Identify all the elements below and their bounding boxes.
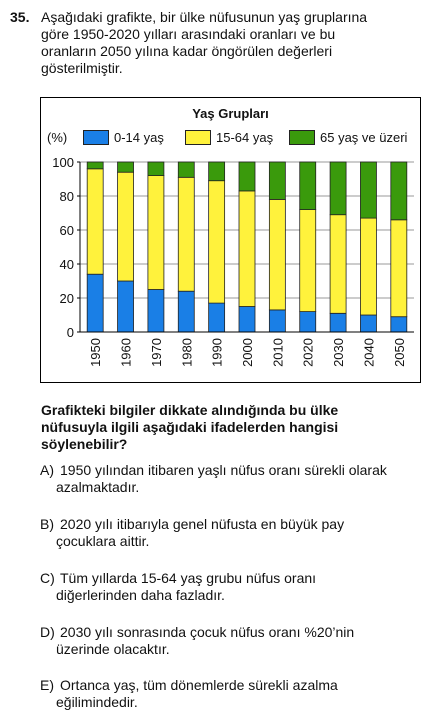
option-b[interactable]: B) 2020 yılı itibarıyla genel nüfusta en … (40, 516, 430, 550)
x-tick-label: 2030 (331, 338, 346, 367)
bar-segment-15-64 (299, 209, 317, 312)
option-text: azalmaktadır. (56, 479, 140, 495)
legend-swatch-65-plus (289, 130, 315, 145)
bar-segment-15-64 (238, 190, 256, 307)
bar-segment-15-64 (208, 180, 226, 304)
option-text: 2030 yılı sonrasında çocuk nüfus oranı %… (60, 624, 355, 640)
option-letter: C) (40, 570, 55, 586)
option-d[interactable]: D) 2030 yılı sonrasında çocuk nüfus oranı… (40, 624, 430, 658)
x-tick-label: 2010 (270, 338, 285, 367)
y-tick-label: 20 (60, 291, 74, 306)
option-text: 1950 yılından itibaren yaşlı nüfus oranı… (60, 462, 387, 478)
legend-label-15-64: 15-64 yaş (216, 130, 274, 145)
x-tick-label: 2050 (392, 338, 407, 367)
legend-swatch-0-14 (83, 130, 109, 145)
bar-segment-65-plus (177, 161, 195, 178)
bar-segment-15-64 (360, 217, 377, 316)
x-tick-label: 2020 (301, 338, 316, 367)
prompt-line: söylenebilir? (41, 436, 128, 452)
question-prompt: Grafikteki bilgiler dikkate alındığında … (41, 402, 426, 453)
option-text: 2020 yılı itibarıyla genel nüfusta en bü… (60, 516, 345, 532)
bar-segment-0-14 (299, 311, 317, 333)
bar-segment-0-14 (117, 280, 134, 333)
legend-label-0-14: 0-14 yaş (114, 130, 164, 145)
x-tick-label: 2040 (361, 338, 376, 367)
option-text: diğerlerinden daha fazladır. (56, 587, 225, 603)
question-stem: Aşağıdaki grafikte, bir ülke nüfusunun y… (41, 9, 421, 77)
bar-segment-0-14 (329, 312, 347, 333)
option-letter: E) (40, 677, 54, 693)
bar-segment-65-plus (360, 161, 377, 219)
chart-title: Yaş Grupları (192, 106, 269, 121)
bar-segment-0-14 (177, 290, 195, 333)
option-letter: B) (40, 516, 54, 532)
option-letter: A) (40, 462, 54, 478)
stem-line: göre 1950-2020 yılları arasındaki oranla… (41, 26, 336, 42)
x-tick-label: 2000 (240, 338, 255, 367)
bar-segment-65-plus (329, 161, 347, 216)
option-e[interactable]: E) Ortanca yaş, tüm dönemlerde sürekli az… (40, 677, 430, 711)
question-number: 35. (10, 9, 30, 25)
y-tick-label: 40 (60, 257, 74, 272)
y-tick-label: 0 (67, 325, 74, 340)
bar-segment-65-plus (117, 161, 134, 173)
bar-segment-15-64 (147, 175, 165, 290)
legend-item-65-plus: 65 yaş ve üzeri (289, 130, 407, 145)
chart-frame: Yaş Grupları (%) 0-14 yaş 15-64 yaş 65 y… (40, 97, 421, 383)
bar-segment-65-plus (208, 161, 226, 182)
stem-line: Aşağıdaki grafikte, bir ülke nüfusunun y… (41, 9, 368, 25)
bar-segment-15-64 (268, 199, 286, 311)
bar-segment-65-plus (86, 161, 104, 170)
x-tick-label: 1980 (179, 338, 194, 367)
option-text: eğilimindedir. (56, 694, 138, 710)
bar-segment-0-14 (208, 302, 226, 333)
bar-segment-0-14 (238, 306, 256, 333)
y-unit-label: (%) (47, 130, 68, 145)
y-tick-label: 80 (60, 189, 74, 204)
legend-swatch-15-64 (185, 130, 211, 145)
bar-segment-0-14 (268, 309, 286, 333)
bar-segment-15-64 (390, 219, 408, 318)
bar-segment-0-14 (390, 316, 408, 333)
bar-segment-0-14 (147, 289, 165, 333)
bar-segment-0-14 (360, 314, 377, 333)
y-tick-label: 60 (60, 223, 74, 238)
bar-segment-15-64 (117, 171, 134, 282)
bar-segment-15-64 (329, 214, 347, 314)
bar-segment-65-plus (390, 161, 408, 221)
option-text: üzerinde olacaktır. (56, 641, 170, 657)
x-tick-label: 1960 (119, 338, 134, 367)
bar-segment-65-plus (238, 161, 256, 192)
x-tick-label: 1950 (88, 338, 103, 367)
legend-item-15-64: 15-64 yaş (185, 130, 273, 145)
option-text: Ortanca yaş, tüm dönemlerde sürekli azal… (60, 677, 338, 693)
y-tick-label: 100 (52, 155, 74, 170)
option-a[interactable]: A) 1950 yılından itibaren yaşlı nüfus ora… (40, 462, 430, 496)
x-tick-label: 1990 (210, 338, 225, 367)
bar-segment-65-plus (147, 161, 165, 176)
prompt-line: nüfusuyla ilgili aşağıdaki ifadelerden h… (41, 419, 339, 435)
prompt-line: Grafikteki bilgiler dikkate alındığında … (41, 402, 339, 418)
option-text: çocuklara aittir. (56, 533, 150, 549)
x-tick-label: 1970 (149, 338, 164, 367)
legend-label-65-plus: 65 yaş ve üzeri (320, 130, 408, 145)
option-letter: D) (40, 624, 55, 640)
option-text: Tüm yıllarda 15-64 yaş grubu nüfus oranı (60, 570, 317, 586)
stem-line: oranların 2050 yılına kadar öngörülen de… (41, 43, 333, 59)
bar-segment-65-plus (299, 161, 317, 210)
bar-segment-0-14 (86, 273, 104, 333)
legend-item-0-14: 0-14 yaş (83, 130, 164, 145)
bar-segment-65-plus (268, 161, 286, 200)
bar-segment-15-64 (86, 168, 104, 275)
stem-line: gösterilmiştir. (41, 60, 123, 76)
option-c[interactable]: C) Tüm yıllarda 15-64 yaş grubu nüfus ora… (40, 570, 430, 604)
bar-segment-15-64 (177, 176, 195, 292)
